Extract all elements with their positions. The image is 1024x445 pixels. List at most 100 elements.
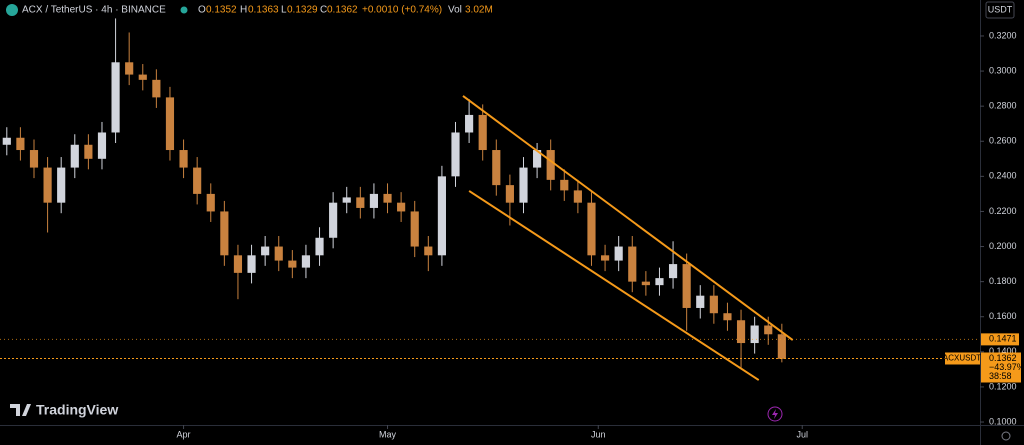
candle-body — [152, 79, 161, 98]
currency-box[interactable] — [985, 1, 1015, 19]
candle-body — [247, 255, 256, 273]
legend-l: 0.1329 — [287, 5, 318, 16]
candle-body — [764, 325, 773, 335]
candle-body — [220, 211, 229, 256]
y-tick-label: 0.1200 — [989, 381, 1017, 391]
candle-body — [437, 176, 446, 256]
price-label-box — [981, 352, 1021, 383]
candle-body — [43, 167, 52, 203]
candle-body — [655, 278, 664, 286]
y-tick-label: 0.2600 — [989, 136, 1017, 146]
candle-body — [682, 264, 691, 308]
candle-body — [587, 202, 596, 256]
candle-body — [356, 197, 365, 208]
candle-body — [233, 255, 243, 273]
legend-l-key: L — [281, 5, 287, 16]
candle-body — [315, 237, 324, 256]
header: ACX / TetherUS · 4h · BINANCE O 0.1352 H… — [6, 4, 493, 16]
candle-body — [600, 255, 610, 261]
legend-vol-key: Vol — [448, 5, 462, 16]
candle-body — [641, 281, 650, 286]
candle-body — [29, 150, 39, 168]
candle-body — [478, 114, 487, 151]
candle-body — [206, 193, 215, 212]
y-tick-label: 0.2800 — [989, 101, 1017, 111]
x-tick-label: Apr — [177, 429, 191, 439]
alert-icon[interactable] — [767, 406, 783, 422]
brand: TradingView — [36, 402, 118, 418]
settings-icon[interactable] — [1001, 431, 1011, 441]
candle-body — [533, 150, 542, 168]
candle-body — [492, 150, 501, 186]
candle-body — [138, 74, 147, 80]
candle-body — [111, 62, 120, 133]
y-tick-label: 0.1800 — [989, 276, 1017, 286]
candle-body — [424, 246, 433, 256]
y-tick-label: 0.2200 — [989, 206, 1017, 216]
candle-body — [301, 255, 311, 268]
candle-body — [723, 313, 732, 321]
symbol-title: ACX / TetherUS · 4h · BINANCE — [22, 5, 166, 16]
y-tick-label: 0.3200 — [989, 30, 1017, 40]
price-change: −43.97% — [989, 362, 1024, 372]
legend-c: 0.1362 — [327, 5, 358, 16]
x-tick-label: Jul — [796, 429, 808, 439]
price-label: 0.1362 — [989, 353, 1017, 363]
candle-body — [709, 295, 718, 314]
channel-line — [468, 190, 760, 381]
candle-body — [2, 137, 11, 145]
status-dot — [180, 6, 188, 14]
candle-body — [342, 197, 351, 203]
candle-body — [451, 132, 460, 177]
y-tick-label: 0.1400 — [989, 346, 1017, 356]
candle-body — [560, 179, 569, 191]
candle-body — [179, 150, 188, 168]
candle-body — [777, 334, 786, 359]
brand-logo: TradingView — [10, 402, 118, 418]
candle-body — [84, 144, 93, 159]
legend-o-key: O — [198, 5, 206, 16]
plot — [2, 18, 794, 381]
candle-body — [261, 246, 270, 256]
currency: USDT — [988, 4, 1013, 14]
bar-countdown: 38:58 — [989, 371, 1012, 381]
candle-body — [614, 246, 623, 261]
candle-body — [736, 320, 746, 344]
candle-body — [288, 260, 297, 268]
candle-body — [519, 167, 528, 203]
candle-body — [165, 97, 175, 151]
y-tick-label: 0.1000 — [989, 416, 1017, 426]
y-tick-label: 0.1600 — [989, 311, 1017, 321]
legend-h-key: H — [240, 5, 247, 16]
candle-body — [193, 167, 202, 194]
candle-body — [410, 211, 419, 247]
candle-body — [546, 150, 555, 180]
candle-body — [274, 246, 283, 261]
legend-change: +0.0010 (+0.74%) — [362, 5, 442, 16]
candle-body — [465, 114, 474, 133]
logo-mark — [10, 404, 31, 416]
price-label-box — [981, 333, 1019, 346]
y-tick-label: 0.3000 — [989, 65, 1017, 75]
x-tick-label: Jun — [591, 429, 606, 439]
candle-body — [383, 193, 392, 203]
price-label: 0.1471 — [989, 334, 1017, 344]
candle-body — [628, 246, 637, 282]
y-tick-label: 0.2000 — [989, 241, 1017, 251]
alert-bolt — [772, 409, 778, 419]
candle-body — [97, 132, 107, 159]
symbol-label-box — [945, 352, 980, 365]
candle-body — [16, 137, 25, 151]
candle-body — [505, 185, 514, 203]
legend-o: 0.1352 — [206, 5, 237, 16]
y-tick-label: 0.2400 — [989, 171, 1017, 181]
legend-vol: 3.02M — [465, 5, 493, 16]
candle-body — [70, 144, 79, 168]
candle-body — [668, 264, 678, 279]
candle-body — [397, 202, 406, 212]
candle-body — [329, 202, 338, 238]
x-tick-label: May — [379, 429, 397, 439]
